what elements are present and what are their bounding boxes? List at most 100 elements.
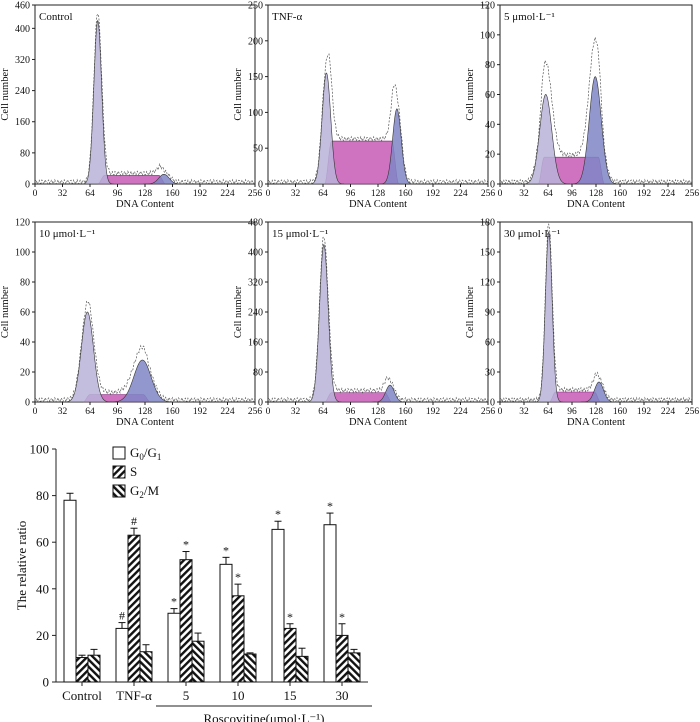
histogram-panel: 0 32 64 96 128 160 192 224 256080160240320400460… [0, 1, 262, 211]
g1-peak-area [63, 311, 112, 403]
s-phase-area [548, 391, 602, 403]
x-tick-label: 224 [220, 189, 235, 199]
y-tick-label: 20 [36, 628, 49, 643]
panel-label: Control [39, 11, 73, 23]
x-axis-label: DNA Content [116, 417, 174, 428]
bar [115, 627, 129, 683]
category-label: Control [62, 688, 102, 703]
y-tick-label: 80 [36, 488, 49, 503]
x-tick-label: 224 [453, 407, 468, 417]
y-axis-label: Cell number [0, 285, 11, 338]
histogram-envelope [34, 300, 256, 404]
y-tick-label: 80 [20, 148, 30, 159]
x-tick-label: 96 [346, 189, 356, 199]
x-tick-label: 160 [165, 407, 180, 417]
x-tick-label: 192 [193, 407, 208, 417]
x-tick-label: 192 [426, 407, 441, 417]
legend-text: S [130, 464, 137, 479]
panel-label: 30 μmol·L⁻¹ [504, 228, 560, 240]
x-axis-label: DNA Content [567, 199, 625, 210]
histogram-panel: 0 32 64 96 128 160 192 224 2560306090120150180DN… [465, 218, 699, 429]
histogram-panel: 0 32 64 96 128 160 192 224 256050100150200250DNA… [233, 1, 495, 211]
bar [63, 499, 77, 683]
y-tick-label: 0 [490, 180, 495, 191]
y-tick-label: 20 [20, 368, 30, 379]
x-tick-label: 0 [498, 189, 503, 199]
panel-label: 5 μmol·L⁻¹ [504, 11, 555, 23]
legend-label: S [130, 464, 137, 479]
x-tick-label: 256 [481, 189, 496, 199]
y-axis-label: Cell number [233, 68, 244, 121]
category-label: 10 [232, 688, 245, 703]
legend-text: /G [144, 445, 157, 460]
legend-subscript: 1 [157, 452, 162, 462]
x-tick-label: 64 [85, 189, 95, 199]
y-tick-label: 100 [30, 442, 50, 457]
significance-mark: * [339, 610, 345, 624]
significance-mark: * [235, 570, 241, 584]
y-tick-label: 40 [485, 120, 495, 131]
legend-label: G2/M [130, 483, 160, 500]
y-tick-label: 120 [480, 1, 495, 12]
bar [179, 559, 193, 683]
legend-swatch [112, 465, 126, 479]
histogram-panels: 0 32 64 96 128 160 192 224 256080160240320400460… [0, 1, 699, 429]
y-tick-label: 400 [15, 24, 30, 35]
group-label: Roscovitine(μmol·L⁻¹) [204, 711, 325, 722]
y-tick-label: 60 [20, 308, 30, 319]
y-tick-label: 100 [15, 248, 30, 259]
y-tick-label: 240 [248, 308, 263, 319]
panel-label: TNF-α [272, 11, 302, 23]
x-tick-label: 32 [58, 407, 68, 417]
s-phase-area [324, 392, 392, 403]
y-tick-label: 400 [248, 248, 263, 259]
x-tick-label: 32 [519, 407, 529, 417]
y-axis-label: Cell number [465, 68, 476, 121]
x-tick-label: 64 [543, 189, 553, 199]
bar [191, 640, 205, 683]
category-label: 15 [284, 688, 297, 703]
y-tick-label: 240 [15, 86, 30, 97]
y-tick-label: 160 [15, 117, 30, 128]
bar [87, 654, 101, 683]
y-tick-label: 60 [485, 90, 495, 101]
y-tick-label: 60 [36, 535, 49, 550]
g2-peak-area [107, 359, 178, 403]
x-tick-label: 96 [346, 407, 356, 417]
bar [243, 653, 257, 683]
plot-frame [34, 4, 256, 185]
g1-peak-area [521, 94, 571, 185]
significance-mark: * [287, 610, 293, 624]
y-tick-label: 90 [485, 308, 495, 319]
x-axis-label: DNA Content [116, 199, 174, 210]
x-tick-label: 160 [398, 189, 413, 199]
category-label: 5 [183, 688, 190, 703]
x-tick-label: 128 [371, 189, 386, 199]
x-tick-label: 160 [613, 189, 628, 199]
bar [271, 528, 285, 683]
legend-swatch [112, 446, 126, 460]
g2-peak-area [372, 384, 408, 403]
y-tick-label: 40 [20, 338, 30, 349]
legend-subscript: 2 [139, 490, 144, 500]
y-tick-label: 460 [15, 1, 30, 12]
bar [167, 612, 181, 683]
x-tick-label: 256 [248, 407, 263, 417]
x-tick-label: 192 [426, 189, 441, 199]
y-tick-label: 0 [25, 398, 30, 409]
x-tick-label: 192 [193, 189, 208, 199]
significance-mark: * [327, 499, 333, 513]
x-tick-label: 64 [543, 407, 553, 417]
histogram-panel: 0 32 64 96 128 160 192 224 256020406080100120DNA… [465, 1, 699, 211]
panel-label: 15 μmol·L⁻¹ [272, 228, 328, 240]
g1-peak-area [308, 72, 344, 185]
x-tick-label: 0 [266, 407, 271, 417]
legend-swatch [112, 484, 126, 498]
y-tick-label: 20 [485, 150, 495, 161]
x-tick-label: 0 [33, 189, 38, 199]
g2-peak-area [379, 108, 415, 185]
histogram-panel: 0 32 64 96 128 160 192 224 256080160240320400480… [233, 218, 495, 429]
x-tick-label: 32 [58, 189, 68, 199]
x-tick-label: 128 [589, 189, 604, 199]
